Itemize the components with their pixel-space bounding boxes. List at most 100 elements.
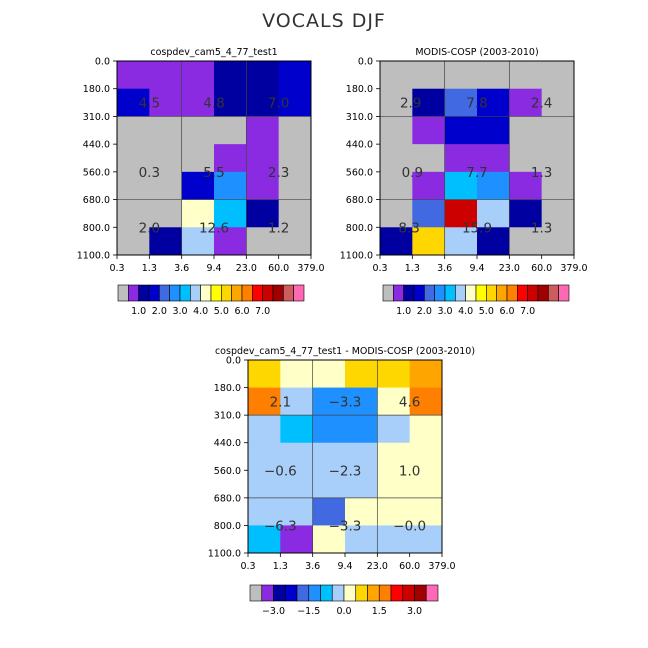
- x-tick-label: 3.6: [174, 263, 189, 274]
- data-label: 2.1: [270, 394, 291, 410]
- heatmap-cell: [246, 171, 280, 200]
- heatmap-cell: [248, 415, 281, 444]
- data-label: 1.3: [531, 220, 552, 236]
- heatmap-cell: [117, 61, 150, 90]
- heatmap-cell: [312, 360, 346, 388]
- data-label: 2.3: [268, 165, 289, 181]
- heatmap-cell: [345, 525, 378, 554]
- heatmap-cell: [149, 144, 183, 173]
- heatmap-cell: [412, 199, 446, 228]
- data-label: 4.8: [203, 96, 224, 112]
- heatmap-cell: [377, 497, 411, 526]
- heatmap-cell: [278, 171, 312, 200]
- data-label: 1.3: [531, 165, 552, 181]
- figure-title: VOCALS DJF: [262, 10, 386, 32]
- x-tick-label: 23.0: [367, 561, 388, 572]
- colorbar-swatch: [252, 284, 263, 302]
- heatmap-cell: [509, 61, 543, 90]
- y-tick-label: 310.0: [83, 112, 110, 123]
- heatmap-cell: [149, 61, 183, 90]
- colorbar-swatch: [548, 284, 559, 302]
- x-tick-label: 9.4: [206, 263, 221, 274]
- heatmap-cell: [377, 442, 411, 471]
- heatmap-cell: [345, 415, 378, 444]
- heatmap-cell: [345, 470, 378, 499]
- y-tick-label: 560.0: [83, 167, 110, 178]
- heatmap-cell: [181, 88, 215, 117]
- colorbar-swatch: [293, 284, 305, 302]
- heatmap-cell: [412, 171, 446, 200]
- heatmap-cell: [246, 144, 280, 173]
- colorbar-label: 1.5: [372, 606, 387, 617]
- x-tick-label: 23.0: [236, 263, 257, 274]
- colorbar-label: 2.0: [152, 306, 167, 317]
- heatmap-cell: [412, 116, 446, 145]
- heatmap-panel-1: 0.3 1.3 3.6 9.4 23.0 60.0 379.0 0.0 180.0 310.0 44…: [77, 47, 325, 274]
- data-label: −3.3: [329, 394, 362, 410]
- colorbar-label: 0.0: [336, 606, 351, 617]
- heatmap-cell: [412, 227, 446, 256]
- data-label: −2.3: [329, 463, 362, 479]
- colorbar-label: −1.5: [297, 606, 320, 617]
- heatmap-panel-2: 0.3 1.3 3.6 9.4 23.0 60.0 379.0 0.0 180.0 310.0 44…: [340, 47, 588, 274]
- heatmap-cell: [380, 61, 413, 90]
- colorbar-swatch: [486, 284, 497, 302]
- heatmap-cell: [541, 171, 575, 200]
- colorbar-swatch: [148, 284, 160, 302]
- panel-title: cospdev_cam5_4_77_test1: [150, 47, 277, 58]
- colorbar-swatch: [343, 584, 357, 602]
- heatmap-cell: [409, 470, 443, 499]
- heatmap-cell: [380, 199, 413, 228]
- colorbar-swatch: [296, 584, 310, 602]
- heatmap-cell: [444, 61, 478, 90]
- heatmap-cell: [444, 116, 478, 145]
- colorbar-swatch: [496, 284, 508, 302]
- x-tick-label: 379.0: [560, 263, 587, 274]
- heatmap-cell: [380, 227, 413, 256]
- heatmap-cell: [509, 199, 543, 228]
- y-tick-label: 800.0: [346, 223, 373, 234]
- x-tick-label: 379.0: [428, 561, 455, 572]
- heatmap-cell: [409, 387, 443, 416]
- colorbar-swatch: [272, 284, 284, 302]
- heatmap-cell: [280, 442, 314, 471]
- colorbar-swatch: [390, 584, 404, 602]
- heatmap-cell: [412, 144, 446, 173]
- heatmap-cell: [248, 497, 281, 526]
- y-tick-label: 440.0: [83, 140, 110, 151]
- heatmap-cell: [312, 497, 346, 526]
- colorbar-swatch: [413, 284, 425, 302]
- heatmap-cell: [377, 470, 411, 499]
- colorbar-swatch: [393, 284, 404, 302]
- colorbar-swatch: [200, 284, 212, 302]
- y-tick-label: 440.0: [214, 438, 241, 449]
- colorbar-swatch: [414, 584, 427, 602]
- heatmap-cell: [214, 144, 247, 173]
- x-tick-label: 0.3: [372, 263, 387, 274]
- y-tick-label: 560.0: [214, 466, 241, 477]
- colorbar-label: 2.0: [417, 306, 432, 317]
- y-tick-label: 1100.0: [340, 251, 373, 262]
- colorbar-label: 3.0: [407, 606, 422, 617]
- heatmap-cell: [214, 171, 247, 200]
- heatmap-cell: [117, 144, 150, 173]
- x-tick-label: 60.0: [399, 561, 420, 572]
- heatmap-cell: [117, 227, 150, 256]
- heatmap-cell: [149, 116, 183, 145]
- colorbar-swatch: [249, 584, 263, 602]
- colorbar-swatch: [465, 284, 477, 302]
- heatmap-cell: [117, 116, 150, 145]
- colorbar-label: 4.0: [193, 306, 208, 317]
- heatmap-cell: [477, 144, 510, 173]
- heatmap-cell: [278, 227, 312, 256]
- heatmap-cell: [444, 227, 478, 256]
- colorbar-swatch: [382, 284, 394, 302]
- heatmap-cell: [246, 199, 280, 228]
- heatmap-cell: [380, 171, 413, 200]
- colorbar-swatch: [231, 284, 243, 302]
- data-label: −3.3: [329, 518, 362, 534]
- heatmap-cell: [149, 199, 183, 228]
- y-tick-label: 800.0: [83, 223, 110, 234]
- heatmap-cell: [380, 88, 413, 117]
- heatmap-cell: [278, 61, 312, 90]
